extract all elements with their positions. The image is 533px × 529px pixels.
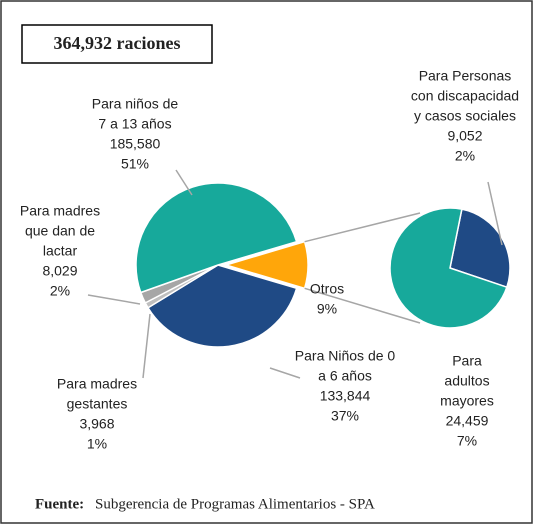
chart-title: 364,932 raciones xyxy=(54,33,181,53)
source: Subgerencia de Programas Alimentarios - … xyxy=(95,496,375,512)
data-label: Para madres xyxy=(20,203,100,219)
data-label: 2% xyxy=(50,283,70,299)
leader-line xyxy=(269,367,301,379)
data-label: Otros xyxy=(310,281,344,297)
leader-line xyxy=(175,169,193,196)
data-label: y casos sociales xyxy=(414,108,516,124)
data-label: 3,968 xyxy=(79,416,114,432)
data-label: 37% xyxy=(331,408,359,424)
data-label: Para xyxy=(452,353,482,369)
data-label: mayores xyxy=(440,393,494,409)
data-label: 9,052 xyxy=(447,128,482,144)
data-label: adultos xyxy=(444,373,489,389)
connector xyxy=(304,212,421,243)
data-label: gestantes xyxy=(67,396,128,412)
data-label: 133,844 xyxy=(320,388,371,404)
leader-line xyxy=(87,294,141,305)
data-label: 51% xyxy=(121,156,149,172)
source-label: Fuente: xyxy=(35,496,84,512)
leader-line xyxy=(487,181,503,246)
data-label: lactar xyxy=(43,243,78,259)
data-label: 8,029 xyxy=(42,263,77,279)
pie-slice xyxy=(389,207,508,329)
data-label: 9% xyxy=(317,301,337,317)
data-label: Para Personas xyxy=(419,68,512,84)
data-label: 24,459 xyxy=(446,413,489,429)
data-label: 1% xyxy=(87,436,107,452)
data-label: con discapacidad xyxy=(411,88,519,104)
data-label: Para niños de xyxy=(92,96,179,112)
data-label: 185,580 xyxy=(110,136,161,152)
leader-line xyxy=(142,313,151,379)
data-label: 7% xyxy=(457,433,477,449)
data-label: 2% xyxy=(455,148,475,164)
connector xyxy=(304,287,421,324)
data-label: a 6 años xyxy=(318,368,372,384)
pie-slice xyxy=(449,208,511,289)
data-label: que dan de xyxy=(25,223,95,239)
pie-slice xyxy=(135,182,298,294)
data-label: 7 a 13 años xyxy=(98,116,171,132)
title-box xyxy=(21,24,213,64)
data-label: Para madres xyxy=(57,376,137,392)
data-label: Para Niños de 0 xyxy=(295,348,396,364)
